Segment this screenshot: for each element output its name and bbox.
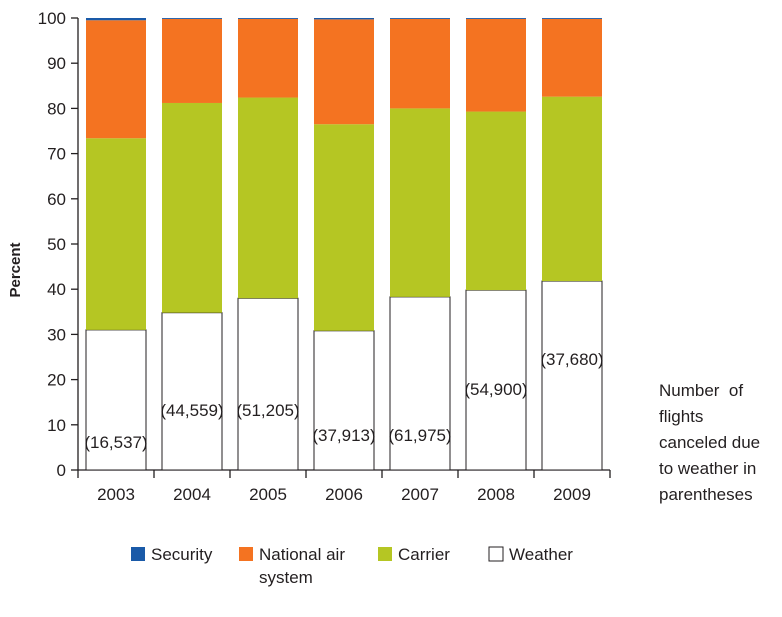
x-tick-label: 2008 xyxy=(477,485,515,504)
bar-segment-national-air-system xyxy=(314,19,374,125)
bar-segment-weather xyxy=(465,289,527,471)
bar-segment-weather xyxy=(85,329,147,471)
bar-count-label: (37,913) xyxy=(312,426,375,445)
bar-segment-national-air-system xyxy=(238,18,298,98)
y-tick-label: 20 xyxy=(47,371,66,390)
bar-count-label: (61,975) xyxy=(388,426,451,445)
x-tick-label: 2005 xyxy=(249,485,287,504)
bar-segment-security xyxy=(238,18,298,19)
legend-label: Weather xyxy=(509,545,573,564)
legend-item-security: Security xyxy=(131,545,213,564)
y-tick-label: 0 xyxy=(57,461,66,480)
bar-segment-weather xyxy=(313,330,375,471)
legend-label-line: Weather xyxy=(509,545,573,564)
bar-segment-carrier xyxy=(542,96,602,282)
bars xyxy=(85,18,603,471)
x-tick-label: 2007 xyxy=(401,485,439,504)
legend-label-line: Security xyxy=(151,545,213,564)
y-tick-label: 40 xyxy=(47,280,66,299)
bar-count-label: (51,205) xyxy=(236,401,299,420)
annotation-line: to weather in xyxy=(659,459,756,478)
y-tick-label: 90 xyxy=(47,54,66,73)
bar-segment-national-air-system xyxy=(390,18,450,109)
annotation-line: canceled due xyxy=(659,433,760,452)
legend-label: Security xyxy=(151,545,213,564)
y-tick-label: 80 xyxy=(47,99,66,118)
x-tick-label: 2009 xyxy=(553,485,591,504)
bar-segment-national-air-system xyxy=(162,18,222,103)
bar-segment-carrier xyxy=(466,111,526,291)
y-tick-label: 50 xyxy=(47,235,66,254)
x-axis: 2003 2004 2005 2006 2007 2008 2009 xyxy=(77,469,611,504)
y-tick-label: 60 xyxy=(47,190,66,209)
bar-segment-security xyxy=(162,18,222,19)
bar-segment-national-air-system xyxy=(542,18,602,97)
bar-segment-carrier xyxy=(86,138,146,330)
bar-segment-carrier xyxy=(162,102,222,313)
legend-label-line: National air xyxy=(259,545,345,564)
bar-segment-weather xyxy=(237,297,299,471)
bar-segment-security xyxy=(314,18,374,20)
legend-label-line: Carrier xyxy=(398,545,450,564)
bar-segment-carrier xyxy=(238,97,298,299)
bar-count-label: (54,900) xyxy=(464,380,527,399)
legend-label: National air system xyxy=(259,545,345,587)
legend-swatch xyxy=(131,547,145,561)
bar-segment-security xyxy=(466,18,526,19)
legend-item-weather: Weather xyxy=(488,545,573,564)
bar-segment-national-air-system xyxy=(86,20,146,139)
bar-segment-weather xyxy=(389,296,451,471)
y-tick-label: 70 xyxy=(47,145,66,164)
bar-count-label: (37,680) xyxy=(540,350,603,369)
legend-item-carrier: Carrier xyxy=(378,545,450,564)
y-axis-title: Percent xyxy=(7,242,24,297)
bar-segment-security xyxy=(86,18,146,21)
legend: Security National air system Carrier Weather xyxy=(131,545,573,587)
bar-labels: (16,537) (44,559) (51,205) (37,913) (61,975)… xyxy=(84,350,603,452)
bar-segment-carrier xyxy=(314,124,374,331)
bar-segment-security xyxy=(542,18,602,19)
bar-count-label: (16,537) xyxy=(84,433,147,452)
legend-swatch xyxy=(488,546,504,562)
bar-segment-carrier xyxy=(390,108,450,297)
bar-count-label: (44,559) xyxy=(160,401,223,420)
annotation-line: flights xyxy=(659,407,703,426)
bar-segment-national-air-system xyxy=(466,18,526,112)
bar-segment-security xyxy=(390,18,450,19)
legend-swatch xyxy=(239,547,253,561)
annotation-note: Number of flights canceled due to weather i… xyxy=(659,381,760,504)
x-tick-label: 2003 xyxy=(97,485,135,504)
y-tick-label: 100 xyxy=(38,9,66,28)
legend-label: Carrier xyxy=(398,545,450,564)
legend-label-line: system xyxy=(259,568,313,587)
x-tick-label: 2006 xyxy=(325,485,363,504)
y-axis: 0 10 20 30 40 50 60 70 80 90 100 xyxy=(38,9,79,480)
y-tick-label: 10 xyxy=(47,416,66,435)
bar-segment-weather xyxy=(161,312,223,471)
y-tick-label: 30 xyxy=(47,325,66,344)
x-tick-label: 2004 xyxy=(173,485,211,504)
legend-item-national-air-system: National air system xyxy=(239,545,345,587)
bar-segment-weather xyxy=(541,280,603,471)
annotation-line: parentheses xyxy=(659,485,753,504)
annotation-line: Number of xyxy=(659,381,743,400)
legend-swatch xyxy=(378,547,392,561)
